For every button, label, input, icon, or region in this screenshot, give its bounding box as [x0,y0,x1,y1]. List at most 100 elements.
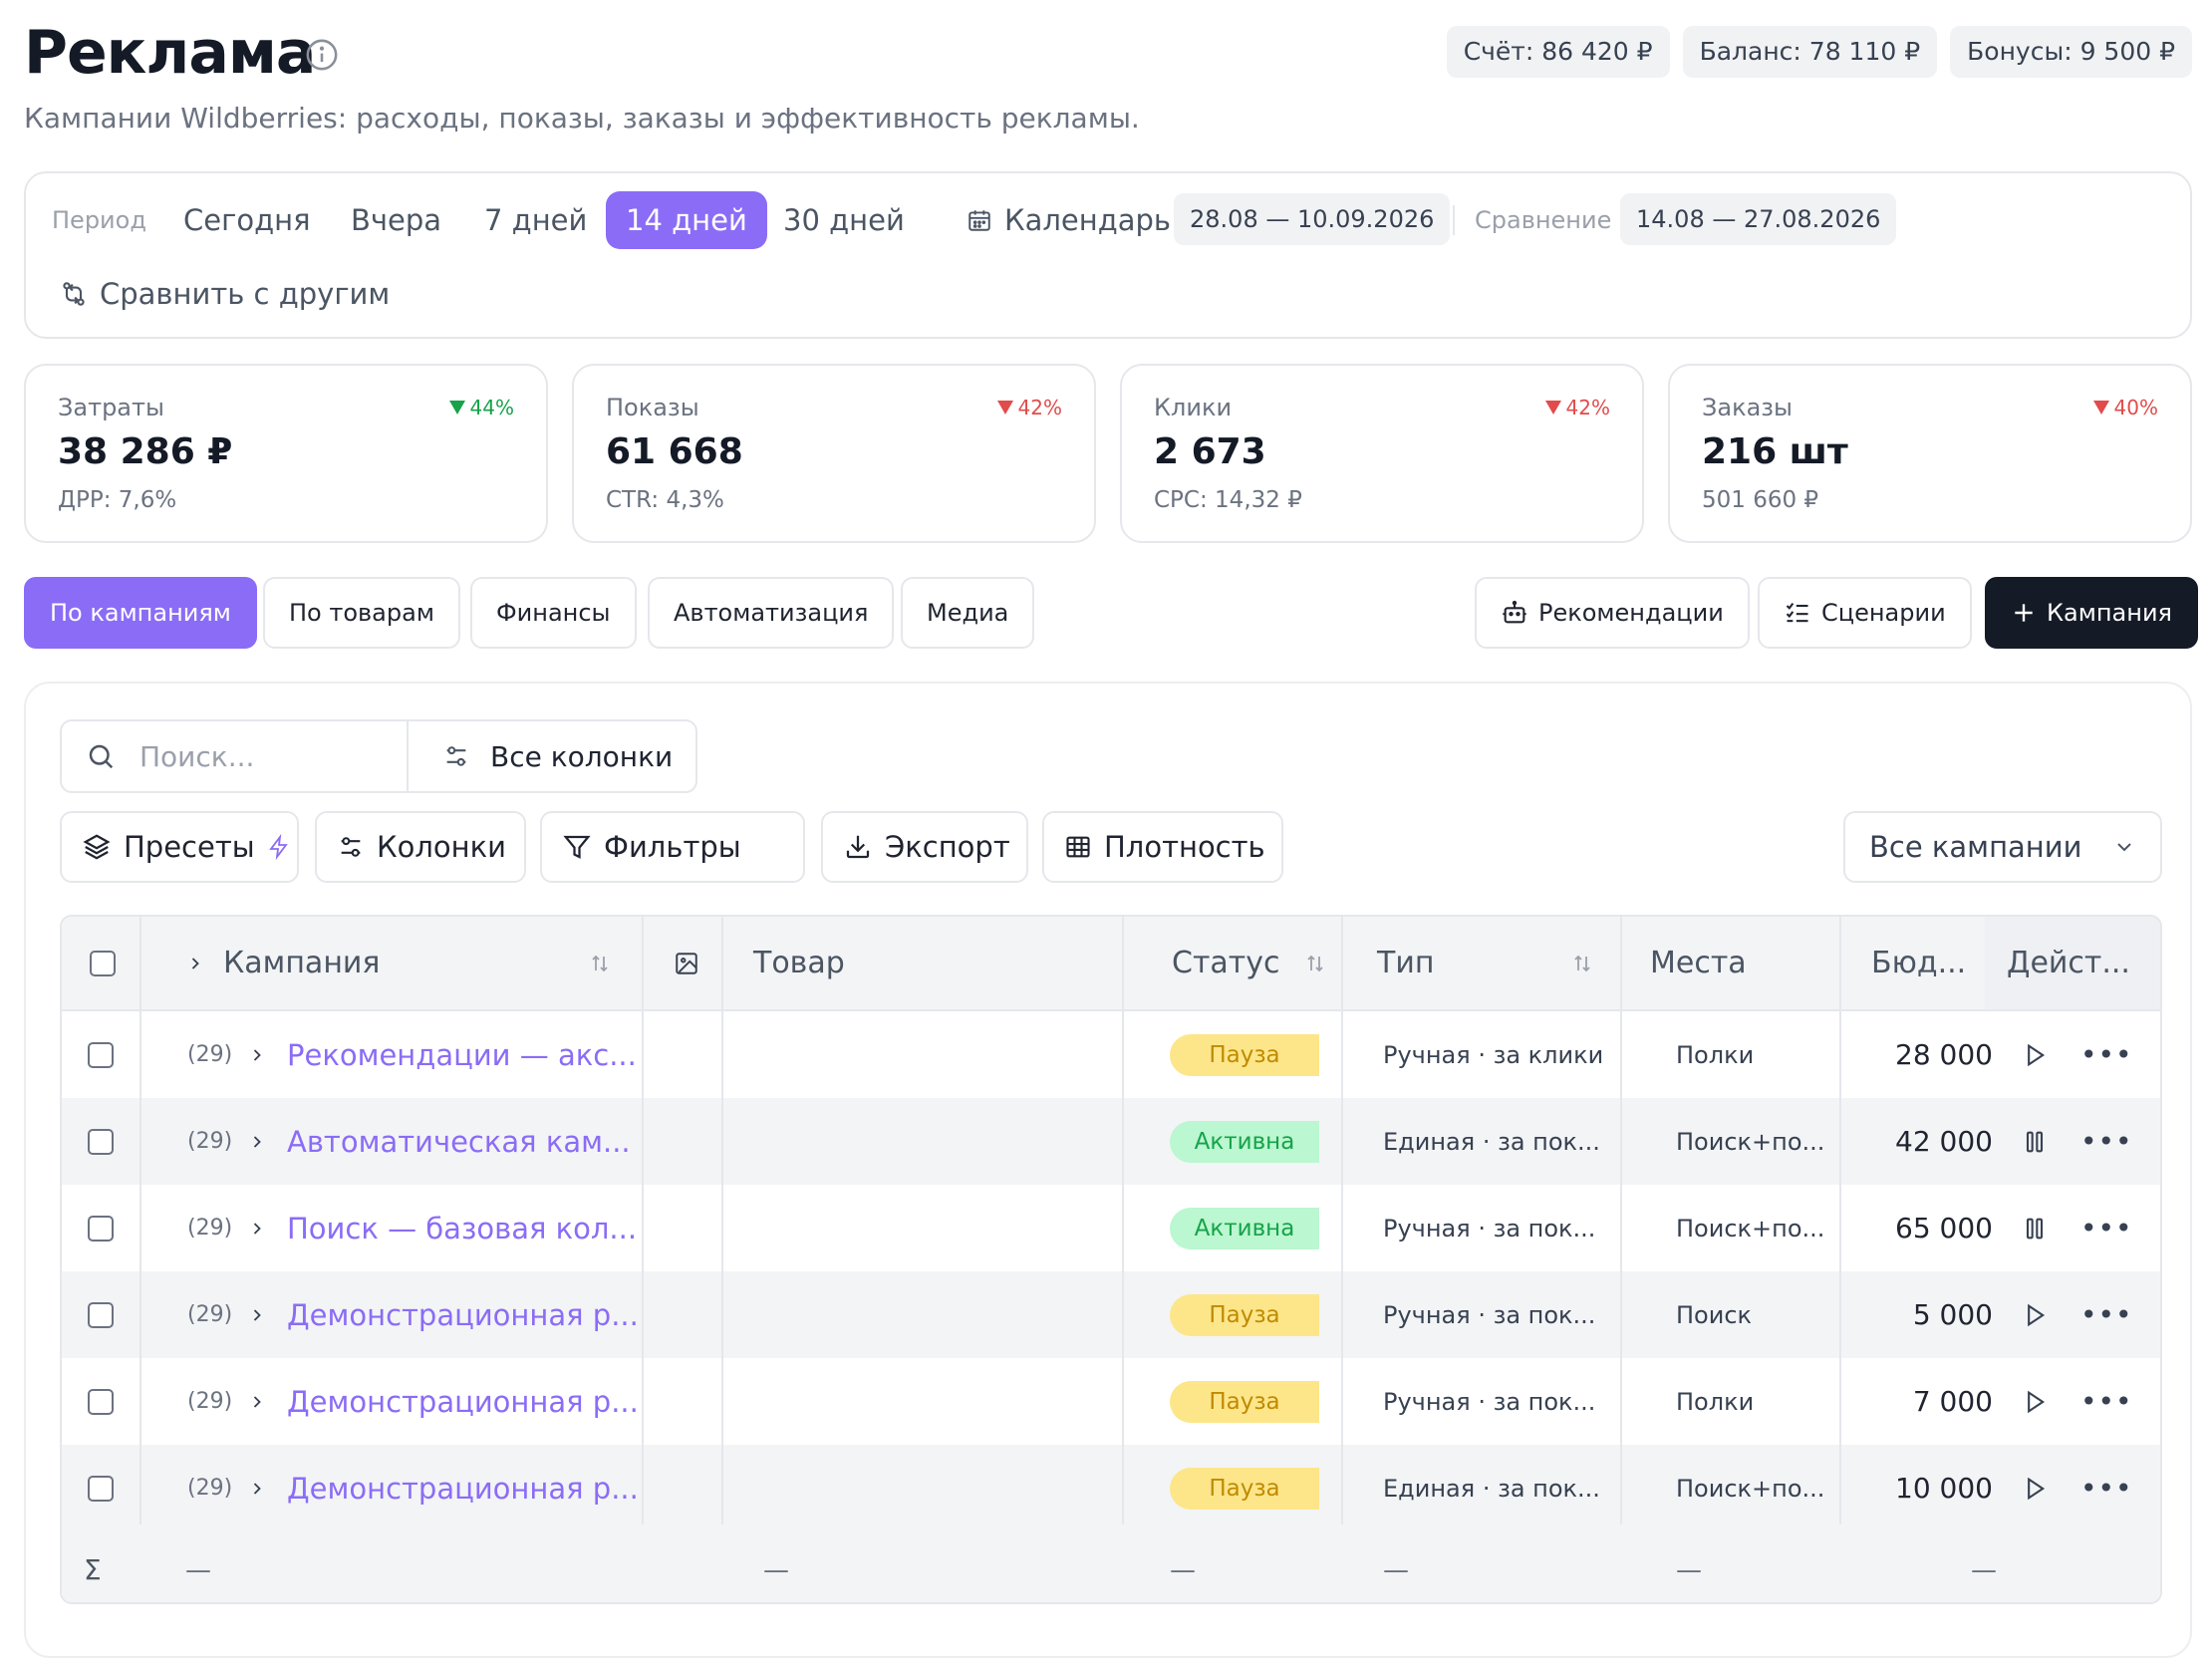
compare-range[interactable]: 14.08 — 27.08.2026 [1620,193,1897,245]
chevron-right-icon[interactable] [247,1271,267,1358]
more-icon[interactable]: ••• [2080,1298,2133,1331]
kpi-sub: CTR: 4,3% [606,487,724,513]
period-30-days[interactable]: 30 дней [783,203,905,237]
play-icon[interactable] [2021,1271,2049,1358]
column-status[interactable]: Статус [1172,946,1280,980]
tab-finance[interactable]: Финансы [470,577,637,649]
calendar-button[interactable]: Календарь [947,191,1191,249]
density-label: Плотность [1104,830,1265,864]
table-row[interactable]: (29) Демонстрационная р... Пауза Ручная … [62,1271,2160,1358]
column-campaign[interactable]: Кампания [185,917,380,1009]
column-product[interactable]: Товар [753,946,845,980]
robot-icon [1501,599,1528,627]
more-icon[interactable]: ••• [2080,1472,2133,1505]
tab-by-campaigns[interactable]: По кампаниям [24,577,257,649]
sort-icon[interactable] [1303,917,1327,1009]
all-columns-label: Все колонки [490,739,674,773]
more-icon[interactable]: ••• [2080,1038,2133,1071]
column-divider [721,917,723,1524]
campaign-places: Поиск [1676,1300,1753,1329]
table-row[interactable]: (29) Автоматическая кам... Активна Едина… [62,1098,2160,1185]
play-icon[interactable] [2021,1358,2049,1445]
period-yesterday[interactable]: Вчера [351,203,442,237]
column-type[interactable]: Тип [1377,946,1435,980]
search-input[interactable]: Поиск... [60,719,409,793]
campaign-name-link[interactable]: Рекомендации — акс... [287,1037,637,1072]
recommendations-button[interactable]: Рекомендации [1475,577,1750,649]
more-icon[interactable]: ••• [2080,1212,2133,1244]
kpi-value: 2 673 [1154,431,1266,472]
sort-icon[interactable] [1570,917,1594,1009]
kpi-card-orders: Заказы 40% 216 шт 501 660 ₽ [1668,364,2192,543]
select-all-checkbox[interactable] [90,917,116,1009]
campaigns-table: Кампания Товар Статус Тип Места Бюд... Д… [60,915,2162,1604]
pause-icon[interactable] [2021,1185,2049,1271]
scenarios-button[interactable]: Сценарии [1758,577,1972,649]
tab-media[interactable]: Медиа [901,577,1035,649]
column-divider [1122,917,1124,1524]
export-label: Экспорт [885,830,1010,864]
all-columns-select[interactable]: Все колонки [409,719,697,793]
export-button[interactable]: Экспорт [821,811,1028,883]
table-row[interactable]: (29) Демонстрационная р... Пауза Ручная … [62,1358,2160,1445]
row-checkbox[interactable] [88,1011,114,1098]
new-campaign-label: Кампания [2047,599,2172,627]
campaign-name-link[interactable]: Поиск — базовая кол... [287,1211,638,1245]
more-icon[interactable]: ••• [2080,1385,2133,1418]
density-button[interactable]: Плотность [1042,811,1283,883]
play-icon[interactable] [2021,1445,2049,1531]
chevron-right-icon[interactable] [247,1445,267,1531]
plus-icon [2011,600,2037,626]
kpi-label: Показы [606,394,699,421]
campaign-name-link[interactable]: Демонстрационная р... [287,1471,639,1506]
row-checkbox[interactable] [88,1271,114,1358]
tab-automation[interactable]: Автоматизация [648,577,895,649]
sort-icon[interactable] [588,917,612,1009]
filter-icon [562,832,592,862]
table-totals-row: Σ — — — — — — [62,1531,2160,1602]
sliders-icon [442,742,470,770]
chevron-right-icon[interactable] [247,1185,267,1271]
row-checkbox[interactable] [88,1098,114,1185]
info-icon[interactable] [305,38,339,72]
campaign-type: Ручная · за пок... [1383,1387,1596,1416]
column-budget[interactable]: Бюд... [1871,946,1967,980]
chevron-right-icon[interactable] [247,1358,267,1445]
chevron-right-icon[interactable] [247,1098,267,1185]
campaign-name-link[interactable]: Демонстрационная р... [287,1384,639,1419]
period-today[interactable]: Сегодня [183,203,311,237]
kpi-label: Заказы [1702,394,1794,421]
columns-button[interactable]: Колонки [315,811,526,883]
column-places[interactable]: Места [1650,946,1747,980]
triangle-down-icon [1544,401,1561,414]
period-14-days[interactable]: 14 дней [606,191,767,249]
campaign-places: Полки [1676,1387,1755,1416]
download-icon [843,832,873,862]
new-campaign-button[interactable]: Кампания [1985,577,2198,649]
tab-by-products[interactable]: По товарам [263,577,460,649]
chevron-right-icon[interactable] [247,1011,267,1098]
row-checkbox[interactable] [88,1445,114,1531]
calendar-icon [967,207,992,233]
campaign-name-link[interactable]: Автоматическая кам... [287,1124,631,1159]
period-7-days[interactable]: 7 дней [484,203,588,237]
presets-button[interactable]: Пресеты [60,811,299,883]
table-row[interactable]: (29) Демонстрационная р... Пауза Единая … [62,1445,2160,1531]
campaign-places: Поиск+по... [1676,1214,1825,1243]
campaign-filter-select[interactable]: Все кампании [1843,811,2162,883]
more-icon[interactable]: ••• [2080,1125,2133,1158]
table-row[interactable]: (29) Рекомендации — акс... Пауза Ручная … [62,1011,2160,1098]
filters-button[interactable]: Фильтры [540,811,805,883]
pause-icon[interactable] [2021,1098,2049,1185]
row-checkbox[interactable] [88,1185,114,1271]
period-range[interactable]: 28.08 — 10.09.2026 [1174,193,1451,245]
table-row[interactable]: (29) Поиск — базовая кол... Активна Ручн… [62,1185,2160,1271]
kpi-card-spend: Затраты 44% 38 286 ₽ ДРР: 7,6% [24,364,548,543]
campaign-name-link[interactable]: Демонстрационная р... [287,1297,639,1332]
total-status: — [1170,1554,1196,1585]
play-icon[interactable] [2021,1011,2049,1098]
row-checkbox[interactable] [88,1358,114,1445]
table-icon [1064,833,1092,861]
campaign-type: Ручная · за пок... [1383,1300,1596,1329]
compare-other-button[interactable]: Сравнить с другим [60,277,390,311]
